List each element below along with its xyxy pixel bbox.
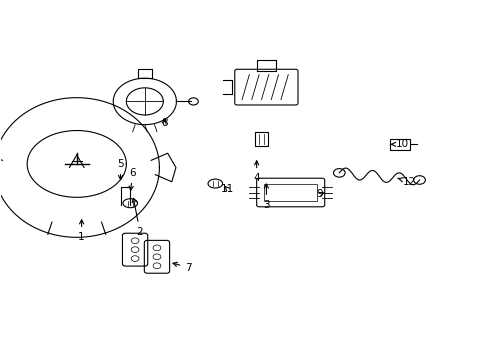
Text: 12: 12	[397, 177, 416, 187]
Text: 7: 7	[173, 262, 191, 273]
Text: 2: 2	[132, 198, 143, 237]
Bar	[255, 132, 267, 146]
Text: 4: 4	[253, 161, 260, 183]
Text: 8: 8	[161, 118, 167, 128]
Text: 6: 6	[129, 168, 136, 190]
Text: 9: 9	[316, 189, 323, 199]
Text: 11: 11	[221, 184, 234, 194]
Text: 3: 3	[263, 184, 269, 210]
Text: 10: 10	[389, 139, 408, 149]
Bar	[389, 139, 409, 150]
Bar	[264, 184, 317, 202]
Text: 5: 5	[117, 159, 123, 180]
Text: 1: 1	[78, 220, 85, 242]
